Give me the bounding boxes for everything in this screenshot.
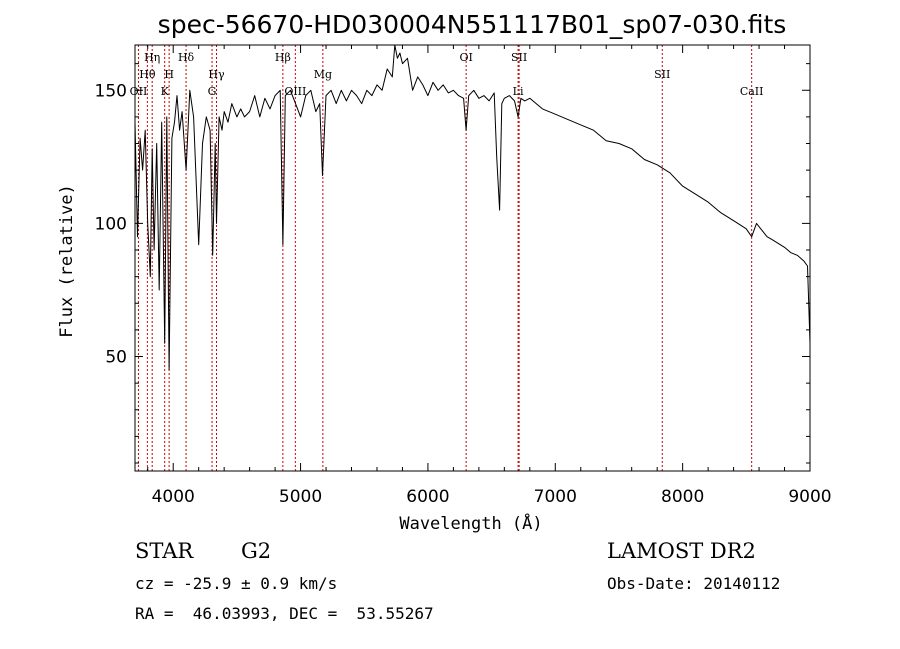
spectral-line-label: H bbox=[164, 68, 174, 81]
spectral-line-label: Hδ bbox=[178, 51, 195, 64]
chart-title: spec-56670-HD030004N551117B01_sp07-030.f… bbox=[158, 10, 787, 39]
spectrum-series-layer bbox=[134, 44, 811, 371]
x-tick-label: 5000 bbox=[279, 487, 322, 507]
spectral-line-label: SII bbox=[511, 51, 527, 64]
observation-date: Obs-Date: 20140112 bbox=[607, 574, 781, 593]
x-tick-label: 7000 bbox=[534, 487, 577, 507]
spectral-line-label: Hθ bbox=[139, 68, 156, 81]
object-subclass: G2 bbox=[241, 539, 272, 563]
spectral-line-label: SII bbox=[654, 68, 670, 81]
y-tick-label: 150 bbox=[95, 81, 127, 101]
spectral-line-label: OIII bbox=[284, 85, 306, 98]
spectral-line-markers: Hη Hθ OII HK Hδ Hγ G Hβ OIII Mg OI SII Li SII CaII bbox=[130, 45, 764, 471]
spectral-line-label: K bbox=[161, 85, 170, 98]
spectral-line-label: Hγ bbox=[208, 68, 225, 81]
axis-ticks: 4000 5000 6000 7000 8000 9000 50 100 150 bbox=[95, 45, 832, 507]
spectral-line-label: OI bbox=[459, 51, 472, 64]
redshift-velocity: cz = -25.9 ± 0.9 km/s bbox=[135, 574, 338, 593]
x-tick-label: 6000 bbox=[406, 487, 449, 507]
x-tick-label: 8000 bbox=[661, 487, 704, 507]
ra-dec-coordinates: RA = 46.03993, DEC = 53.55267 bbox=[135, 604, 434, 623]
x-axis-title: Wavelength (Å) bbox=[399, 512, 542, 534]
spectral-line-label: Mg bbox=[314, 68, 332, 81]
spectral-line-label: CaII bbox=[740, 85, 764, 98]
spectral-line-label: OII bbox=[130, 85, 148, 98]
spectrum-line bbox=[134, 44, 811, 371]
y-axis-title: Flux (relative) bbox=[57, 184, 77, 338]
plot-frame bbox=[134, 44, 811, 472]
x-tick-label: 9000 bbox=[788, 487, 831, 507]
survey-name: LAMOST DR2 bbox=[607, 539, 756, 563]
spectral-line-label: Li bbox=[513, 85, 524, 98]
spectral-line-label: Hη bbox=[144, 51, 160, 64]
x-tick-label: 4000 bbox=[152, 487, 195, 507]
spectral-line-label: Hβ bbox=[275, 51, 291, 64]
spectral-line-label: G bbox=[208, 85, 217, 98]
object-class: STAR bbox=[135, 539, 194, 563]
y-tick-label: 50 bbox=[105, 348, 127, 368]
y-tick-label: 100 bbox=[95, 214, 127, 234]
